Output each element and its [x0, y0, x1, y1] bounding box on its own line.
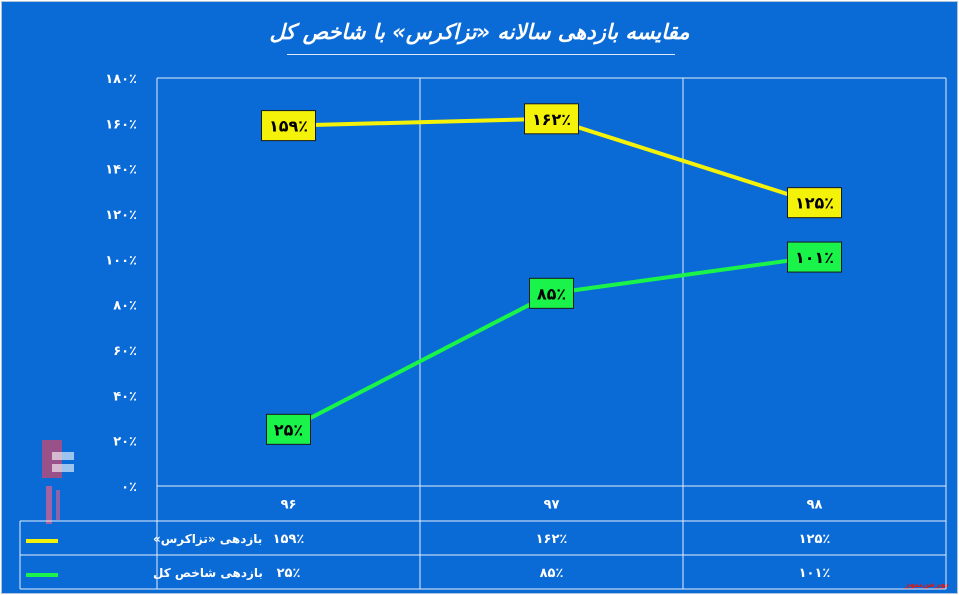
table-value: ۸۵٪ — [540, 566, 564, 581]
data-labels: ۱۵۹٪ ۱۶۲٪ ۱۲۵٪ ۲۵٪ ۸۵٪ ۱۰۱٪ — [261, 103, 842, 445]
data-label-box — [266, 413, 311, 445]
table-value: ۱۰۱٪ — [799, 566, 831, 581]
data-label-box — [261, 110, 316, 142]
series-lines — [287, 116, 816, 432]
legend-label: بازدهی شاخص کل — [153, 566, 263, 580]
data-label: ۱۵۹٪ — [269, 117, 308, 136]
y-tick-label: ۱۰۰٪ — [105, 253, 137, 268]
y-tick-label: ۱۸۰٪ — [105, 72, 137, 87]
y-tick-label: ۱۲۰٪ — [105, 208, 137, 223]
data-table: ۹۶ ۹۷ ۹۸ بازدهی «تزاکرس» ۱۵۹٪ ۱۶۲٪ ۱۲۵٪ بازدهی … — [19, 485, 946, 590]
table-value: ۱۲۵٪ — [799, 532, 831, 547]
title-underline — [287, 54, 675, 55]
data-label: ۱۲۵٪ — [795, 194, 834, 213]
legend-label: بازدهی «تزاکرس» — [153, 532, 262, 546]
table-category-label: ۹۸ — [807, 498, 823, 513]
table-category-label: ۹۶ — [281, 498, 297, 513]
y-tick-label: ۱۴۰٪ — [105, 163, 137, 178]
y-tick-label: ۶۰٪ — [113, 344, 137, 359]
data-label-box — [524, 103, 579, 135]
y-tick-label: ۰٪ — [121, 480, 137, 495]
data-label-box — [529, 277, 574, 309]
y-tick-label: ۴۰٪ — [113, 389, 137, 404]
table-value: ۱۵۹٪ — [273, 532, 305, 547]
table-value: ۲۵٪ — [277, 566, 301, 581]
data-label-box — [787, 187, 842, 219]
y-axis-ticks: ۰٪ ۲۰٪ ۴۰٪ ۶۰٪ ۸۰٪ ۱۰۰٪ ۱۲۰٪ ۱۴۰٪ ۱۶۰٪ ۱۸۰٪ — [105, 72, 137, 495]
source-note: بورس‌نیوز — [904, 580, 950, 590]
y-tick-label: ۲۰٪ — [113, 435, 137, 450]
chart-title: مقایسه بازدهی سالانه «تزاکرس» با شاخص کل — [269, 20, 690, 44]
data-label: ۱۰۱٪ — [795, 248, 834, 267]
data-label: ۸۵٪ — [537, 284, 566, 303]
grid-lines — [156, 77, 947, 589]
data-label-box — [787, 241, 842, 273]
y-tick-label: ۱۶۰٪ — [105, 117, 137, 132]
watermark-logo-icon — [42, 440, 74, 524]
y-tick-label: ۸۰٪ — [113, 299, 137, 314]
data-label: ۲۵٪ — [274, 420, 303, 439]
table-category-label: ۹۷ — [544, 498, 560, 513]
table-value: ۱۶۲٪ — [536, 532, 568, 547]
data-label: ۱۶۲٪ — [532, 110, 571, 129]
